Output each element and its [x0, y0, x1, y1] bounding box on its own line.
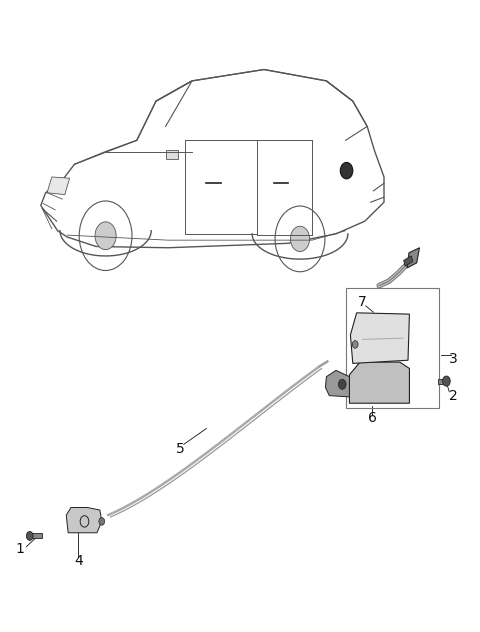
Text: 6: 6: [368, 411, 376, 425]
Polygon shape: [66, 507, 102, 533]
Text: 2: 2: [449, 389, 458, 403]
Circle shape: [443, 376, 450, 386]
Polygon shape: [438, 379, 446, 384]
Text: 1: 1: [16, 542, 24, 556]
Text: 4: 4: [74, 554, 83, 568]
Circle shape: [99, 518, 105, 525]
Circle shape: [95, 222, 116, 250]
Circle shape: [26, 532, 33, 540]
Text: 5: 5: [176, 442, 184, 456]
Circle shape: [338, 379, 346, 389]
Polygon shape: [166, 150, 178, 159]
Circle shape: [290, 226, 310, 252]
Polygon shape: [47, 177, 70, 195]
Text: 3: 3: [449, 352, 458, 366]
Polygon shape: [30, 533, 42, 538]
Polygon shape: [407, 248, 420, 268]
Polygon shape: [349, 362, 409, 403]
Polygon shape: [350, 313, 409, 363]
Text: 7: 7: [358, 295, 367, 309]
Polygon shape: [325, 370, 349, 397]
Circle shape: [340, 162, 353, 179]
Polygon shape: [404, 256, 413, 266]
Circle shape: [352, 341, 358, 348]
